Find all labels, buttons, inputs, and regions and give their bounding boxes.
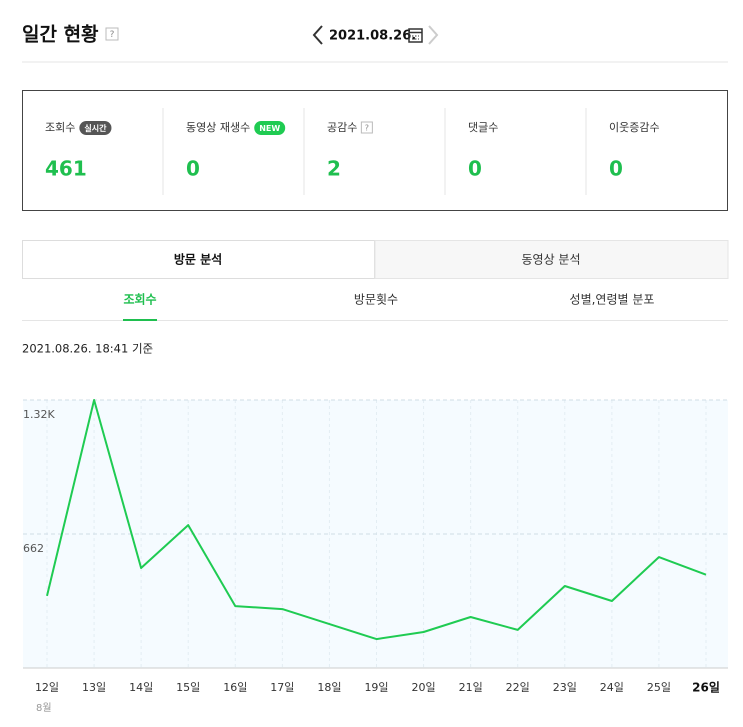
x-tick-label: 24일 <box>600 680 624 694</box>
badge-text: 실시간 <box>84 123 107 133</box>
stat-value: 0 <box>468 157 482 181</box>
subtab-active[interactable]: 조회수 <box>123 292 156 307</box>
x-tick-label: 13일 <box>82 680 106 694</box>
help-box[interactable] <box>360 121 373 134</box>
stat-value: 2 <box>327 157 341 181</box>
x-tick-label: 18일 <box>317 680 341 694</box>
x-tick-label: 16일 <box>223 680 247 694</box>
x-tick-label: 26일 <box>692 681 720 695</box>
line <box>46 399 707 641</box>
stats-box <box>22 90 728 211</box>
x-tick-label: 19일 <box>364 680 388 694</box>
x-tick-label: 17일 <box>270 680 294 694</box>
x-tick-label: 20일 <box>412 680 436 694</box>
help-icon[interactable]: ? <box>110 30 115 40</box>
stat-label: 동영상 재생수 <box>186 121 250 134</box>
tab[interactable] <box>374 240 729 279</box>
y-tick-label: 662 <box>23 542 44 555</box>
date: 2021.08.26. <box>329 29 416 44</box>
stat-label: 공감수 <box>327 121 357 134</box>
x-tick-label: 21일 <box>459 680 483 694</box>
help-box[interactable] <box>105 27 119 41</box>
subtab[interactable]: 성별,연령별 분포 <box>570 293 655 307</box>
badge <box>254 121 286 135</box>
stat-value: 0 <box>609 157 623 181</box>
stat-label: 댓글수 <box>468 121 498 134</box>
subtab[interactable]: 방문횟수 <box>354 293 398 307</box>
tab-label[interactable]: 방문 분석 <box>174 252 222 267</box>
x-tick-label: 22일 <box>506 680 530 694</box>
x-tick-label: 15일 <box>176 680 200 694</box>
help-icon[interactable]: ? <box>365 124 369 133</box>
x-group-label: 8월 <box>36 702 52 714</box>
page-title: 일간 현황 <box>22 23 99 46</box>
stat-label: 조회수 <box>45 121 75 134</box>
stat-value: 0 <box>186 157 200 181</box>
stat-value: 461 <box>45 157 87 181</box>
x-tick-label: 23일 <box>553 680 577 694</box>
prev-date[interactable] <box>312 25 323 45</box>
x-tick-label: 12일 <box>35 680 59 694</box>
badge <box>79 121 112 135</box>
x-tick-label: 25일 <box>647 680 671 694</box>
next-date[interactable] <box>428 25 439 45</box>
x-tick-label: 14일 <box>129 680 153 694</box>
y-tick-label: 1.32K <box>23 408 55 421</box>
calendar-icon[interactable] <box>408 28 423 43</box>
badge-text: NEW <box>259 124 280 133</box>
stat-label: 이웃증감수 <box>609 121 660 134</box>
tab-label[interactable]: 동영상 분석 <box>521 253 580 267</box>
timestamp: 2021.08.26. 18:41 기준 <box>22 342 153 356</box>
